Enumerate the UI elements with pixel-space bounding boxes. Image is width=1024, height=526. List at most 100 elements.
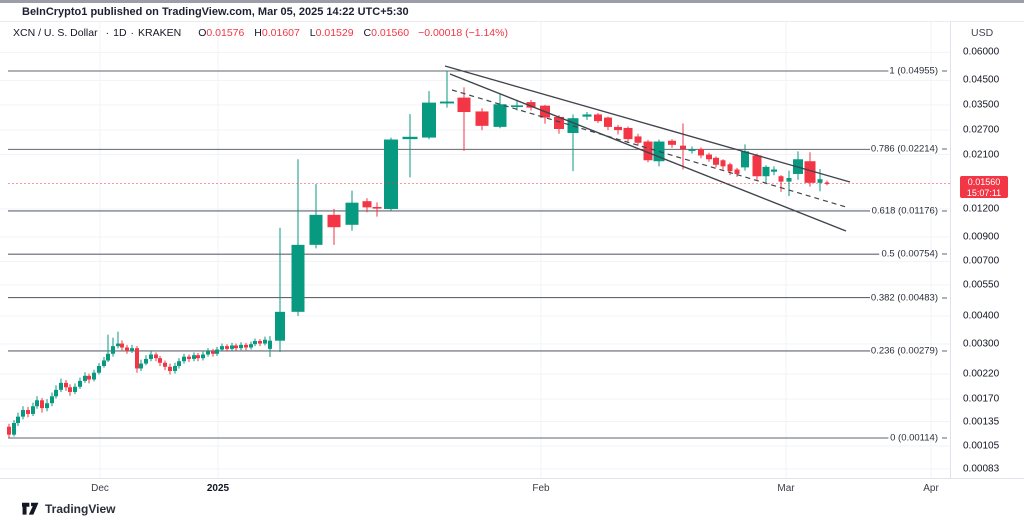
candle [475, 108, 489, 131]
channel-trendline[interactable] [444, 65, 851, 183]
time-axis-tick: Mar [777, 483, 795, 494]
candle-body [139, 363, 143, 369]
low-value: 0.01529 [315, 27, 354, 39]
candle [168, 363, 172, 375]
candle [177, 358, 181, 369]
candle-body [706, 154, 712, 160]
price-axis-tick: 0.03500 [963, 99, 1000, 111]
fib-lines-layer [8, 70, 889, 439]
price-axis-border [950, 21, 951, 478]
candle [804, 152, 816, 187]
candle [182, 353, 186, 364]
exchange-label: KRAKEN [138, 27, 182, 39]
candle [158, 355, 162, 366]
tradingview-attribution[interactable]: TradingView [22, 502, 115, 516]
window-top-edge [0, 0, 1024, 3]
candle-body [244, 344, 248, 348]
channel-median-line[interactable] [451, 89, 847, 208]
candle [372, 202, 382, 217]
candle-body [268, 340, 272, 349]
candle-body [192, 355, 196, 359]
candle-body [372, 206, 382, 209]
candle-body [54, 389, 58, 397]
candle-body [31, 406, 35, 414]
open-value: 0.01576 [206, 27, 245, 39]
fib-level-label: 0.5 (0.00754) [881, 249, 947, 260]
high-letter: H [254, 27, 262, 39]
candle-body [73, 386, 77, 392]
candle [771, 166, 777, 176]
change-value: −0.00018 (−1.14%) [418, 27, 508, 39]
interval-label[interactable]: 1D [113, 27, 127, 39]
candle-body [275, 311, 285, 341]
candle-body [291, 244, 305, 312]
candle-body [97, 365, 101, 373]
fib-label-tick [942, 148, 947, 150]
candle-body [643, 141, 653, 161]
price-axis-tick: 0.00135 [963, 416, 1000, 428]
open-letter: O [198, 27, 207, 39]
candle-body [12, 423, 16, 435]
candle [12, 420, 16, 437]
candle [106, 334, 110, 362]
candle-body [688, 149, 696, 151]
candle-body [106, 353, 110, 361]
candle-body [734, 169, 740, 174]
price-axis-tick: 0.06000 [963, 46, 1000, 58]
symbol-name[interactable]: XCN / U. S. Dollar [13, 27, 98, 39]
currency-label: USD [971, 27, 994, 39]
candle [614, 124, 622, 135]
candle-body [668, 140, 676, 145]
candle-body [614, 126, 622, 131]
candle-body [120, 343, 124, 348]
candle-body [230, 345, 234, 349]
candle [634, 133, 642, 146]
candle-body [64, 382, 68, 388]
time-axis-tick: Apr [923, 483, 939, 494]
candle-body [7, 426, 11, 435]
candle-body [720, 160, 726, 167]
fib-label-tick [942, 350, 947, 352]
candle-body [778, 176, 784, 182]
candle-body [215, 349, 219, 354]
candle [825, 180, 829, 186]
candle-body [163, 362, 167, 367]
candle-body [154, 354, 158, 359]
candle-body [475, 111, 489, 126]
low-letter: L [309, 27, 316, 39]
price-axis-tick: 0.00170 [963, 393, 1000, 405]
channel-trendline[interactable] [449, 73, 847, 232]
price-axis-tick: 0.02700 [963, 124, 1000, 136]
candle [154, 352, 158, 362]
time-axis-tick: Dec [91, 483, 109, 494]
fib-label-tick [942, 297, 947, 298]
candle-body [211, 350, 215, 354]
candle [45, 399, 49, 412]
candle [384, 137, 398, 211]
candle [762, 165, 770, 185]
symbol-legend: XCN / U. S. Dollar · 1D · KRAKEN O0.0157… [13, 27, 508, 39]
candle [135, 346, 139, 373]
candle [64, 379, 68, 391]
candle-body [327, 214, 341, 228]
candle [440, 71, 454, 108]
candle [68, 384, 72, 396]
candle-body [457, 97, 471, 113]
price-axis-tick: 0.04500 [963, 74, 1000, 86]
candle-body [554, 116, 564, 130]
candle-body [135, 348, 139, 369]
candle-body [92, 372, 96, 380]
candle-body [225, 346, 229, 349]
time-axis-tick: 2025 [206, 483, 230, 494]
candle-body [83, 375, 87, 381]
candle-body [177, 361, 181, 366]
candle-body [493, 104, 507, 127]
candle-body [239, 344, 243, 349]
candle-body [634, 136, 642, 143]
candle [653, 139, 665, 167]
candle-body [59, 382, 63, 390]
candle [239, 342, 243, 351]
candle [201, 351, 205, 361]
